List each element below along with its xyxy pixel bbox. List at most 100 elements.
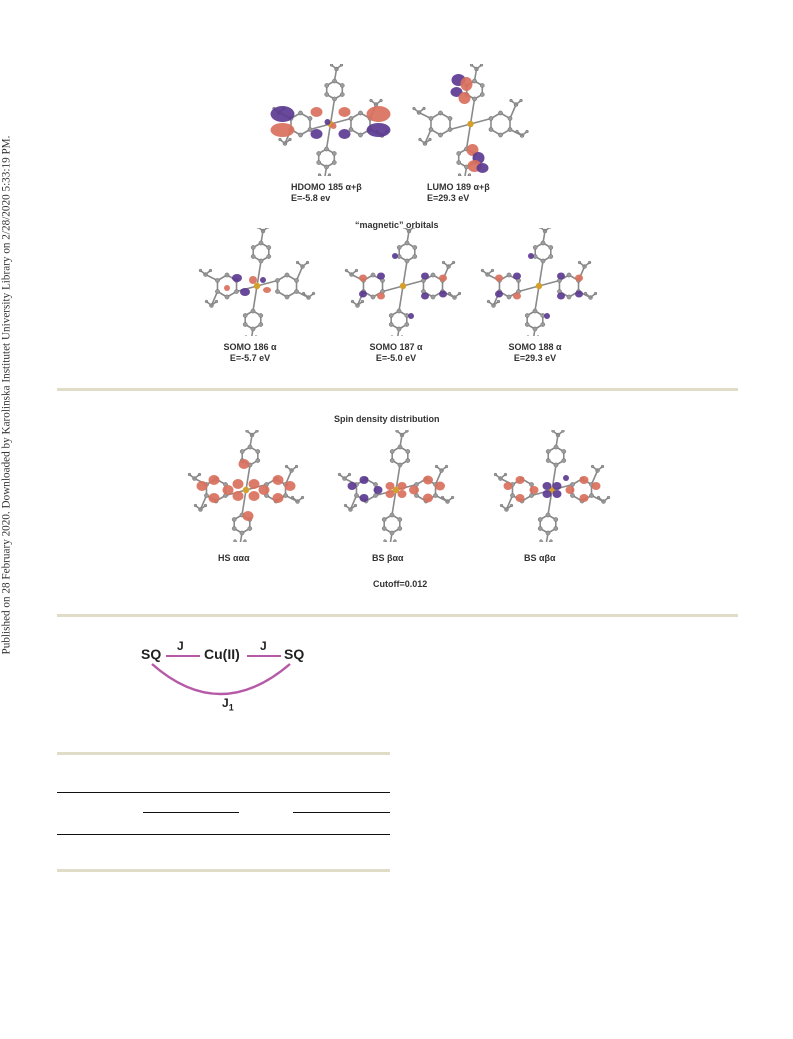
bond	[402, 279, 424, 287]
atom	[329, 64, 334, 67]
magnetic-orbitals-heading: “magnetic” orbitals	[355, 220, 439, 230]
orbital-lobe	[385, 482, 395, 490]
atom	[369, 98, 373, 103]
atom	[242, 313, 248, 318]
atom	[284, 294, 290, 300]
bond	[505, 495, 514, 510]
atom	[373, 482, 378, 487]
molecule-lumo-189	[412, 64, 529, 176]
molecule-spin-bs-aba	[493, 430, 611, 542]
bond	[509, 104, 517, 119]
sq-left-label: SQ	[141, 646, 162, 662]
orbital-lobe	[544, 313, 550, 319]
metal-atom	[535, 282, 543, 290]
orbital-lobe	[270, 106, 295, 122]
orbital-lobe	[439, 274, 447, 282]
atom	[354, 268, 359, 273]
table-group-rule-left	[143, 812, 239, 814]
coupling-scheme: SQ Cu(II) SQ J J J1	[130, 636, 330, 726]
figure-divider	[57, 388, 738, 391]
atom	[593, 291, 598, 296]
atom	[250, 326, 256, 332]
atom	[250, 308, 256, 314]
atom	[506, 272, 512, 278]
atom	[438, 132, 443, 138]
orbital-lobe	[503, 482, 513, 490]
j-left-label: J	[177, 639, 184, 653]
atom	[430, 272, 436, 278]
atom	[545, 530, 551, 536]
atom	[396, 245, 402, 250]
bond	[295, 266, 304, 281]
atom	[339, 92, 345, 97]
atom	[457, 173, 462, 176]
bond	[434, 470, 443, 485]
atom	[412, 245, 418, 250]
orbital-lobe	[338, 107, 351, 117]
atom	[430, 294, 436, 300]
atom	[566, 294, 572, 300]
atom	[397, 444, 403, 450]
atom	[250, 254, 256, 259]
orbital-energy: E=-5.8 ev	[291, 193, 331, 203]
orbital-lobe	[565, 486, 575, 494]
orbital-lobe	[495, 274, 503, 282]
atom	[570, 482, 575, 487]
orbital-lobe	[208, 475, 220, 485]
atom	[389, 512, 395, 518]
table-bottom-border	[57, 869, 390, 872]
table-header-rule	[57, 792, 390, 794]
molecule-skeleton	[198, 228, 316, 336]
atom	[472, 78, 477, 84]
atom	[224, 294, 230, 300]
atom	[247, 526, 253, 531]
orbital-lobe	[272, 493, 284, 503]
orbital-lobe	[408, 313, 414, 319]
atom	[381, 517, 387, 522]
orbital-lobe	[248, 479, 260, 489]
atom	[295, 260, 300, 265]
molecule-spin-bs-baa	[337, 430, 455, 542]
orbital-lobe	[397, 482, 407, 490]
atom	[187, 472, 192, 477]
bond	[256, 279, 278, 287]
atom	[255, 430, 259, 433]
atom	[553, 444, 559, 450]
atom	[566, 272, 572, 278]
orbital-lobe	[284, 481, 296, 491]
atom	[215, 278, 220, 283]
atom	[298, 132, 303, 138]
atom	[548, 245, 554, 250]
atom	[525, 129, 529, 134]
atom	[447, 291, 452, 296]
atom	[373, 493, 378, 498]
orbital-lobe	[552, 482, 562, 490]
cu-center-label: Cu(II)	[204, 646, 240, 662]
atom	[231, 526, 237, 531]
orbital-lobe	[377, 292, 385, 300]
molecule-skeleton	[480, 228, 598, 336]
atom	[507, 127, 513, 132]
atom	[266, 254, 272, 259]
atom	[397, 517, 403, 522]
bond	[449, 123, 471, 131]
atom	[553, 526, 559, 531]
atom	[590, 464, 595, 469]
atom	[412, 254, 418, 259]
spin-label-hs: HS ααα	[218, 553, 250, 563]
atom	[332, 96, 337, 102]
orbital-lobe	[423, 493, 433, 503]
atom	[208, 268, 213, 273]
atom	[396, 308, 402, 314]
atom	[290, 495, 295, 500]
orbital-lobe	[263, 287, 271, 293]
atom	[428, 127, 434, 132]
orbital-caption-somo-188: SOMO 188 α E=29.3 eV	[500, 342, 570, 364]
atom	[496, 299, 501, 304]
atom	[324, 83, 330, 88]
atom	[600, 464, 605, 469]
orbital-lobe	[310, 107, 323, 117]
orbital-caption-hdomo-185: HDOMO 185 α+β E=-5.8 ev	[291, 182, 362, 204]
orbital-lobe	[515, 476, 525, 484]
bond	[256, 260, 262, 287]
